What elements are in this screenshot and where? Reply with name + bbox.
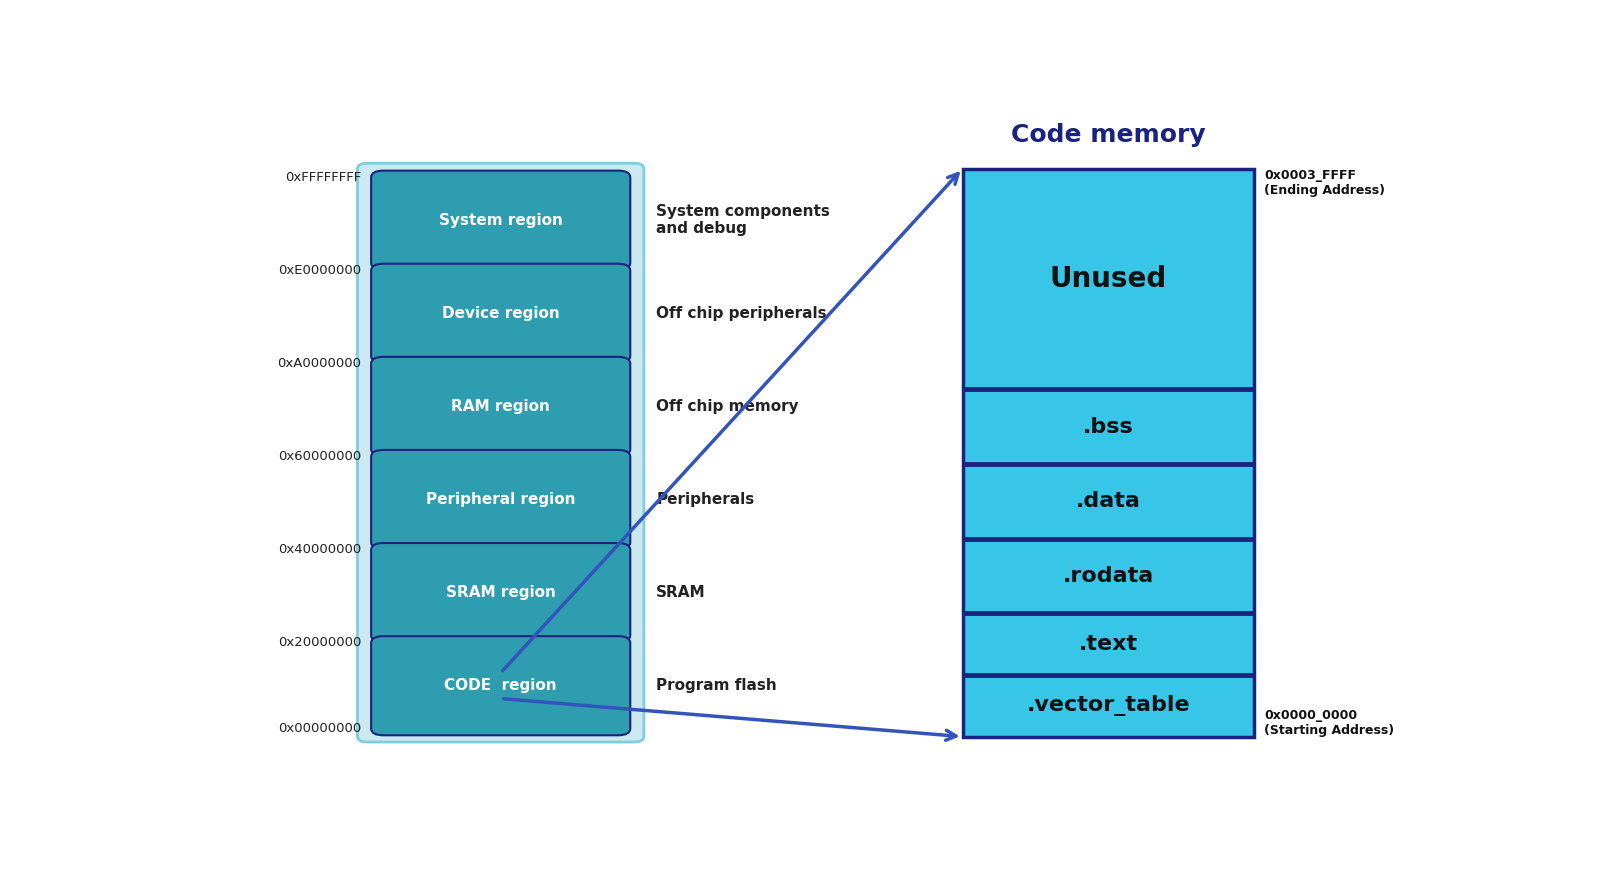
Text: .bss: .bss: [1083, 416, 1134, 436]
Text: 0x0000_0000
(Starting Address): 0x0000_0000 (Starting Address): [1264, 709, 1394, 737]
Bar: [963, 389, 1254, 464]
Text: System components
and debug: System components and debug: [656, 204, 830, 237]
Text: RAM region: RAM region: [451, 399, 550, 414]
Text: .vector_table: .vector_table: [1027, 695, 1190, 717]
Bar: [963, 168, 1254, 737]
Bar: [963, 168, 1254, 389]
Text: 0x00000000: 0x00000000: [278, 722, 362, 735]
FancyBboxPatch shape: [371, 636, 630, 735]
Text: 0xA0000000: 0xA0000000: [277, 357, 362, 370]
Text: .data: .data: [1075, 491, 1141, 512]
Text: .rodata: .rodata: [1062, 566, 1154, 586]
Text: SRAM: SRAM: [656, 585, 706, 600]
Bar: [963, 675, 1254, 737]
Bar: [963, 539, 1254, 614]
Text: 0x60000000: 0x60000000: [278, 450, 362, 464]
Bar: [963, 464, 1254, 539]
Text: Off chip memory: Off chip memory: [656, 399, 798, 414]
Text: Off chip peripherals: Off chip peripherals: [656, 306, 827, 320]
Text: Device region: Device region: [442, 306, 560, 320]
FancyBboxPatch shape: [371, 170, 630, 270]
Text: .text: .text: [1078, 634, 1138, 654]
FancyBboxPatch shape: [371, 450, 630, 549]
Text: 0x40000000: 0x40000000: [278, 543, 362, 556]
FancyBboxPatch shape: [371, 543, 630, 643]
FancyBboxPatch shape: [357, 163, 643, 742]
Text: Program flash: Program flash: [656, 678, 778, 693]
FancyBboxPatch shape: [371, 264, 630, 363]
Text: Peripherals: Peripherals: [656, 492, 755, 507]
Text: 0xE0000000: 0xE0000000: [278, 264, 362, 277]
Text: Unused: Unused: [1050, 265, 1166, 293]
FancyBboxPatch shape: [371, 357, 630, 456]
Text: Code memory: Code memory: [1011, 123, 1206, 148]
Text: 0x20000000: 0x20000000: [278, 636, 362, 650]
Bar: [963, 614, 1254, 675]
Text: 0xFFFFFFFF: 0xFFFFFFFF: [285, 171, 362, 184]
Text: System region: System region: [438, 213, 563, 228]
Text: SRAM region: SRAM region: [446, 585, 555, 600]
Text: Peripheral region: Peripheral region: [426, 492, 576, 507]
Text: 0x0003_FFFF
(Ending Address): 0x0003_FFFF (Ending Address): [1264, 168, 1386, 196]
Text: CODE  region: CODE region: [445, 678, 557, 693]
